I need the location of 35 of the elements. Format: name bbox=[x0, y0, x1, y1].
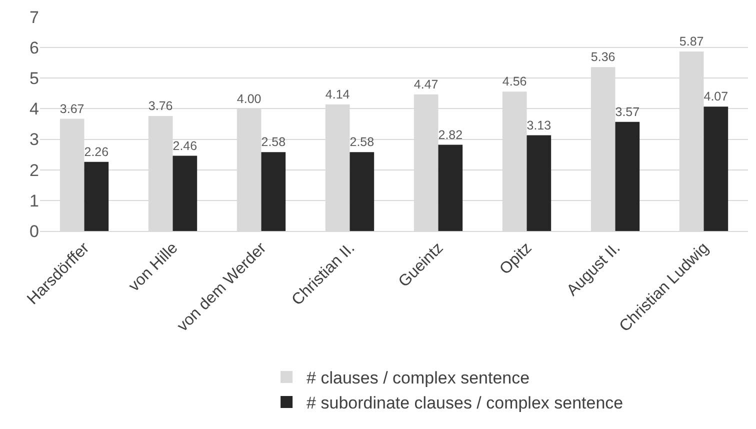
data-label: 2.46 bbox=[172, 138, 198, 153]
bar bbox=[526, 135, 552, 231]
data-label: 4.00 bbox=[236, 92, 262, 106]
data-label: 4.14 bbox=[325, 87, 350, 102]
data-label: 5.36 bbox=[590, 50, 616, 64]
bar bbox=[84, 162, 109, 231]
data-label: 5.87 bbox=[679, 34, 704, 49]
y-tick-label: 6 bbox=[30, 38, 39, 58]
data-label: 3.57 bbox=[615, 104, 640, 119]
data-label: 2.82 bbox=[438, 128, 463, 142]
y-tick-label: 2 bbox=[30, 160, 39, 180]
y-tick-label: 4 bbox=[30, 100, 39, 119]
data-label: 4.56 bbox=[502, 74, 527, 89]
data-label: 2.26 bbox=[84, 144, 109, 159]
data-label: 4.47 bbox=[414, 77, 438, 92]
bar bbox=[350, 152, 374, 231]
y-tick-label: 7 bbox=[30, 8, 39, 27]
y-tick-label: 1 bbox=[30, 191, 39, 210]
data-label: 3.13 bbox=[526, 118, 552, 132]
y-tick-label: 5 bbox=[30, 69, 39, 88]
bar bbox=[615, 122, 640, 231]
data-label: 3.67 bbox=[60, 102, 84, 116]
data-label: 2.58 bbox=[350, 135, 374, 150]
bar bbox=[261, 152, 286, 231]
x-tick-label: von Hille bbox=[126, 240, 182, 296]
y-tick-label: 0 bbox=[30, 222, 39, 241]
legend-label: # subordinate clauses / complex sentence bbox=[306, 394, 624, 413]
bar bbox=[704, 106, 728, 231]
bar bbox=[172, 156, 198, 231]
data-label: 3.76 bbox=[148, 99, 173, 114]
y-tick-label: 3 bbox=[30, 130, 39, 150]
data-label: 4.07 bbox=[704, 90, 728, 104]
bar bbox=[438, 144, 463, 231]
data-label: 2.58 bbox=[261, 135, 286, 150]
legend-label: # clauses / complex sentence bbox=[306, 368, 530, 388]
